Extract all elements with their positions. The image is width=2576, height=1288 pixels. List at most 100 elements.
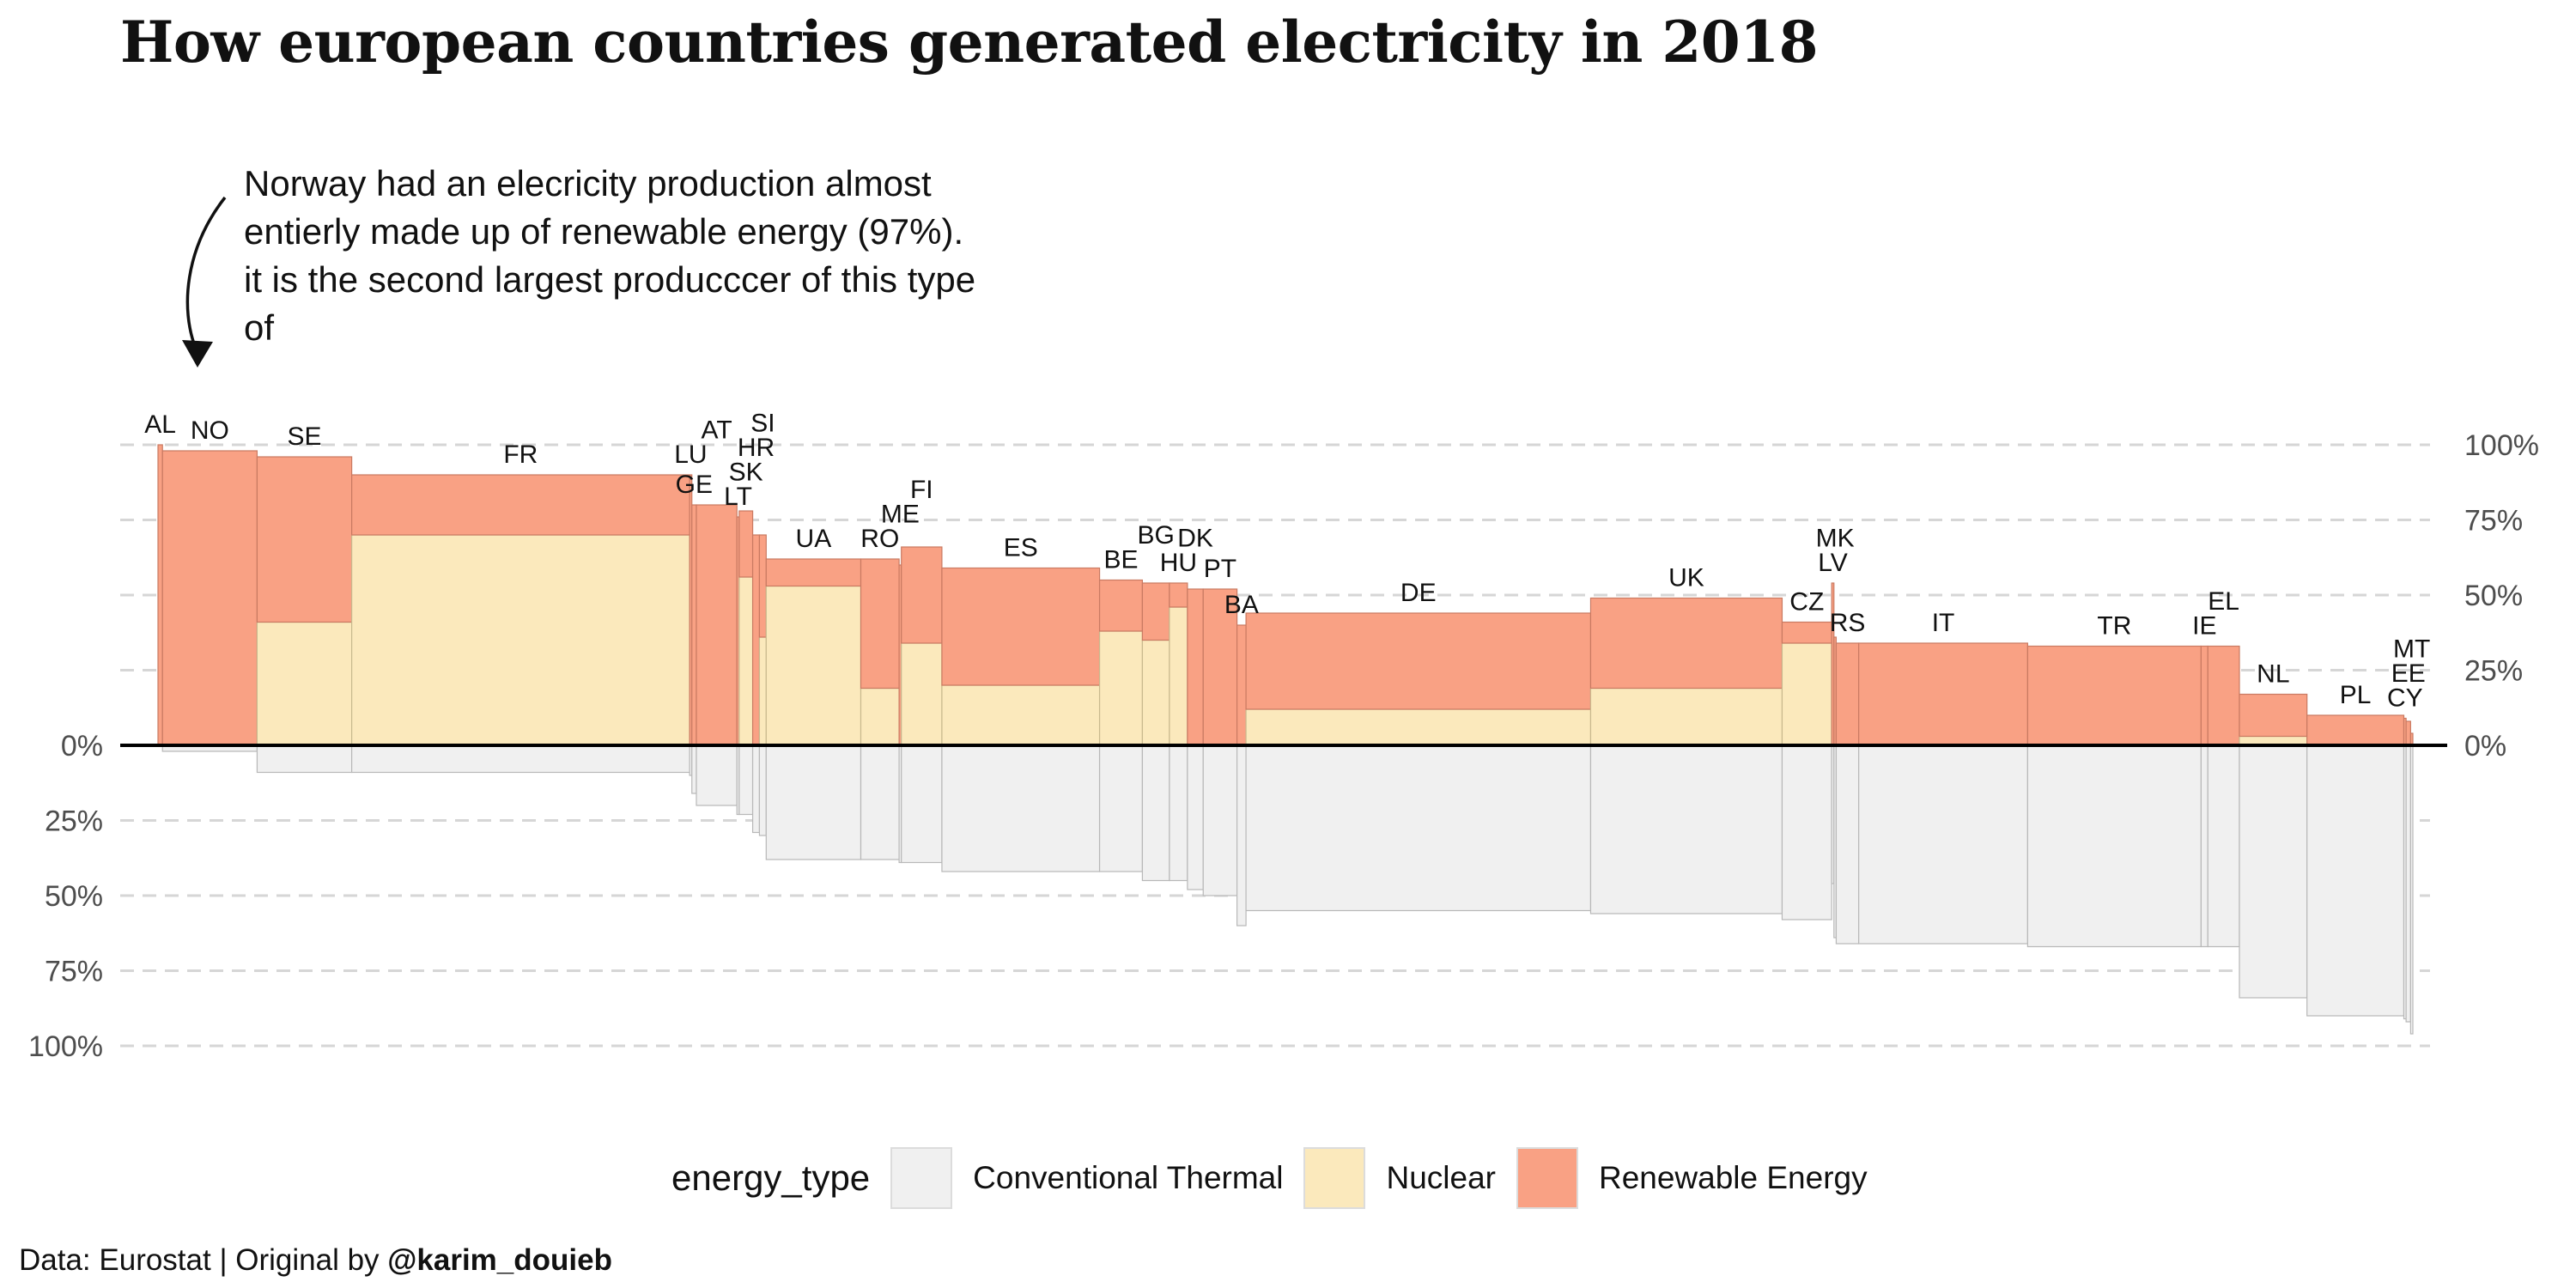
country-label: IE bbox=[2192, 612, 2216, 641]
bar-thermal-dk bbox=[1187, 744, 1204, 890]
country-label: SK bbox=[729, 459, 763, 487]
y-tick-label-right: 50% bbox=[2464, 580, 2523, 612]
bar-thermal-it bbox=[1858, 744, 2029, 945]
bar-renewable-ge bbox=[691, 504, 697, 746]
country-label: GE bbox=[676, 471, 713, 499]
source-caption: Data: Eurostat | Original by @karim_doui… bbox=[19, 1243, 612, 1278]
bar-renewable-tr bbox=[2026, 645, 2202, 746]
bar-renewable-ro bbox=[860, 558, 900, 690]
bar-nuclear-se bbox=[256, 621, 353, 746]
legend-swatch-nuclear bbox=[1303, 1147, 1366, 1209]
country-label: IT bbox=[1932, 609, 1955, 637]
bar-renewable-el bbox=[2207, 645, 2240, 746]
country-label: SE bbox=[288, 422, 322, 451]
country-label: DE bbox=[1400, 579, 1437, 607]
bar-thermal-ge bbox=[691, 744, 697, 794]
country-label: TR bbox=[2097, 612, 2131, 641]
country-label: UA bbox=[796, 525, 832, 553]
bar-renewable-bg bbox=[1141, 582, 1170, 641]
country-label: UK bbox=[1668, 564, 1704, 592]
bar-nuclear-fi bbox=[901, 642, 943, 746]
chart-title: How european countries generated electri… bbox=[120, 9, 1819, 76]
bar-thermal-hu bbox=[1169, 744, 1188, 882]
bar-thermal-ua bbox=[765, 744, 862, 860]
annotation-arrow bbox=[182, 196, 227, 368]
bar-nuclear-ro bbox=[860, 687, 900, 746]
bar-renewable-ie bbox=[2200, 645, 2208, 746]
bar-thermal-ee bbox=[2405, 744, 2411, 1023]
bar-renewable-be bbox=[1098, 579, 1144, 632]
bar-thermal-mt bbox=[2409, 744, 2414, 1035]
legend-label-nuclear: Nuclear bbox=[1386, 1160, 1496, 1195]
source-caption-text: Data: Eurostat | Original by bbox=[19, 1243, 388, 1277]
country-label: MT bbox=[2393, 635, 2430, 664]
bar-thermal-ro bbox=[860, 744, 900, 860]
country-label: SI bbox=[750, 410, 775, 438]
country-label: MK bbox=[1816, 525, 1855, 553]
bar-thermal-ba bbox=[1236, 744, 1247, 927]
bar-nuclear-bg bbox=[1141, 639, 1170, 746]
bar-renewable-cz bbox=[1781, 621, 1832, 644]
bar-thermal-pt bbox=[1202, 744, 1238, 896]
country-label: HR bbox=[738, 434, 775, 462]
country-label: RO bbox=[860, 525, 899, 553]
country-label: BA bbox=[1224, 591, 1259, 619]
bar-renewable-pl bbox=[2306, 714, 2405, 746]
bar-nuclear-si bbox=[758, 636, 767, 746]
legend-title: energy_type bbox=[671, 1157, 871, 1198]
y-tick-label-right: 25% bbox=[2464, 655, 2523, 688]
country-label: CY bbox=[2387, 684, 2423, 713]
bar-renewable-ba bbox=[1236, 624, 1247, 746]
country-label: NO bbox=[191, 416, 229, 445]
bar-thermal-nl bbox=[2239, 744, 2308, 999]
y-tick-label-left: 100% bbox=[28, 1030, 103, 1063]
bar-renewable-it bbox=[1858, 642, 2029, 746]
bar-renewable-uk bbox=[1589, 597, 1783, 690]
country-label: LV bbox=[1818, 549, 1847, 577]
bar-renewable-fi bbox=[901, 546, 943, 644]
bar-thermal-bg bbox=[1141, 744, 1170, 882]
country-label: LT bbox=[724, 483, 752, 511]
bar-nuclear-uk bbox=[1589, 687, 1783, 746]
annotation-arrow-line bbox=[185, 196, 227, 349]
bar-renewable-nl bbox=[2239, 693, 2308, 738]
bar-thermal-uk bbox=[1589, 744, 1783, 914]
bar-renewable-si bbox=[758, 534, 767, 638]
bar-renewable-fr bbox=[351, 474, 690, 536]
country-label: FI bbox=[910, 476, 933, 504]
bars bbox=[120, 444, 2447, 1035]
y-axis: 100% 75% 50% 25% 0% 0% 25% 50% 75% 100% bbox=[28, 429, 2539, 1063]
bar-renewable-sk bbox=[738, 510, 754, 578]
bar-renewable-al bbox=[157, 444, 163, 746]
bar-renewable-dk bbox=[1187, 588, 1204, 746]
country-label: HU bbox=[1160, 549, 1197, 577]
y-tick-label-right: 75% bbox=[2464, 505, 2523, 538]
bar-renewable-ua bbox=[765, 558, 862, 587]
source-caption-handle: @karim_douieb bbox=[387, 1243, 612, 1277]
legend-swatch-renewable-energy bbox=[1516, 1147, 1578, 1209]
country-label: CZ bbox=[1789, 588, 1824, 617]
country-label: AL bbox=[144, 410, 176, 439]
annotation-arrow-head bbox=[182, 340, 213, 368]
bar-nuclear-hu bbox=[1169, 606, 1188, 746]
y-tick-label-left: 50% bbox=[45, 880, 103, 913]
y-tick-label-right: 0% bbox=[2464, 730, 2506, 762]
bar-renewable-rs bbox=[1835, 642, 1860, 746]
bar-thermal-cz bbox=[1781, 744, 1832, 920]
legend-swatch-conventional-thermal bbox=[890, 1147, 953, 1209]
country-label: AT bbox=[702, 416, 732, 445]
bar-thermal-hr bbox=[751, 744, 761, 834]
country-label: DK bbox=[1177, 525, 1213, 553]
bar-renewable-se bbox=[256, 456, 353, 623]
bar-nuclear-ua bbox=[765, 585, 862, 746]
bar-nuclear-de bbox=[1245, 708, 1592, 746]
country-label: ES bbox=[1004, 534, 1038, 562]
country-label: ME bbox=[881, 501, 920, 529]
legend-item-renewable-energy: Renewable Energy bbox=[1516, 1147, 1868, 1209]
y-tick-label-right: 100% bbox=[2464, 429, 2539, 462]
country-label: BE bbox=[1103, 546, 1138, 574]
bar-renewable-hu bbox=[1169, 582, 1188, 608]
bar-thermal-es bbox=[941, 744, 1101, 872]
